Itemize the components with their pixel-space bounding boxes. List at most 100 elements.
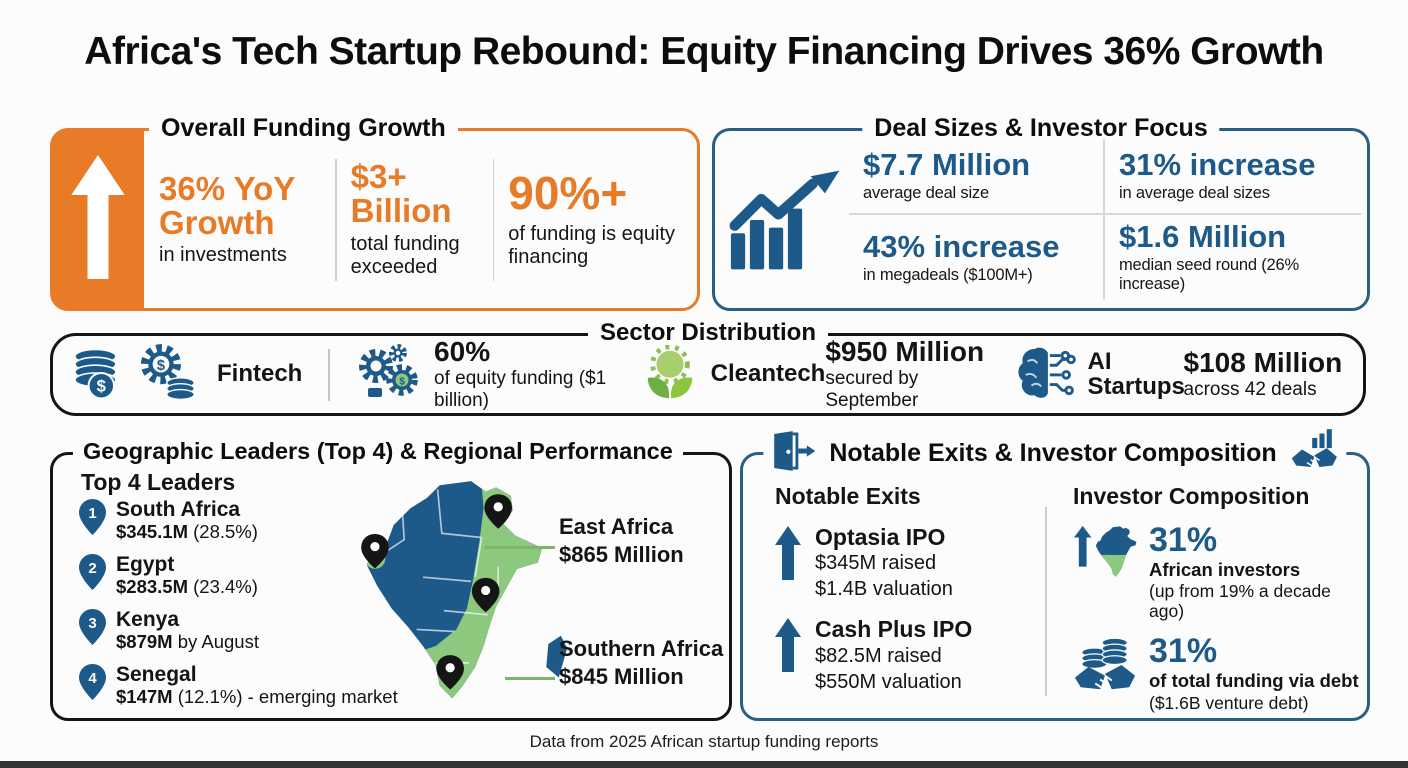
handshake-chart-icon <box>1291 427 1339 480</box>
stat-label: median seed round (26% increase) <box>1119 256 1299 293</box>
stat-yoy-growth: 36% YoY Growth in investments <box>145 169 335 268</box>
geographic-title: Geographic Leaders (Top 4) & Regional Pe… <box>73 439 683 464</box>
stat-value: $950 Million <box>825 335 985 367</box>
ipo-raised: $82.5M raised <box>815 644 942 667</box>
sector-fintech-stat: 60% of equity funding ($1 billion) <box>434 337 635 412</box>
cleantech-plant-icon <box>641 343 699 406</box>
sector-ai-stat: $108 Million across 42 deals <box>1183 346 1345 401</box>
ipo-raised: $345M raised <box>815 552 937 575</box>
ipo-valuation: $1.4B valuation <box>815 578 953 601</box>
stat-value: 36% YoY Growth <box>159 169 295 241</box>
svg-text:$: $ <box>399 377 405 388</box>
stat-equity-share: 90%+ of funding is equity financing <box>494 169 697 268</box>
leader-country: Egypt <box>116 553 175 576</box>
ipo-arrow-icon <box>775 617 801 678</box>
leader-note: (23.4%) <box>193 576 258 598</box>
door-exit-icon <box>771 427 816 480</box>
sector-cleantech-stat: $950 Million secured by September <box>825 335 1005 412</box>
divider <box>492 158 495 281</box>
leader-senegal: 4 Senegal $147M (12.1%) - emerging marke… <box>79 663 398 708</box>
stat-value: $3+ Billion <box>350 158 452 229</box>
investor-note: ($1.6B venture debt) <box>1149 692 1309 713</box>
growth-chart-icon <box>729 167 843 273</box>
stat-value: $1.6 Million <box>1119 219 1287 254</box>
east-africa-connector <box>485 546 555 549</box>
deal-stats-grid: $7.7 Million average deal size 31% incre… <box>849 139 1361 300</box>
leader-detail: $147M (12.1%) - emerging market <box>116 686 398 708</box>
map-pin-icon: 4 <box>79 664 106 705</box>
divider <box>328 348 331 401</box>
southern-africa-connector <box>505 677 555 680</box>
svg-text:$: $ <box>97 377 106 396</box>
investor-composition-heading: Investor Composition <box>1073 483 1310 509</box>
investor-note: (up from 19% a decade ago) <box>1149 581 1331 622</box>
leader-note: by August <box>177 631 259 653</box>
investor-african: 31% African investors (up from 19% a dec… <box>1073 523 1359 621</box>
stat-label: secured by September <box>825 367 919 411</box>
divider <box>1045 507 1047 696</box>
deal-sizes-card: Deal Sizes & Investor Focus $7.7 Million… <box>712 116 1370 311</box>
pin-number: 3 <box>88 615 96 632</box>
up-arrow-icon <box>69 155 127 284</box>
stat-label: across 42 deals <box>1183 378 1317 400</box>
leader-kenya: 3 Kenya $879M by August <box>79 608 259 653</box>
orange-panel <box>52 130 144 309</box>
investor-composition-column: Investor Composition 31% African investo… <box>1073 483 1359 713</box>
sector-row: $ $ Fintech <box>53 336 1363 413</box>
overall-funding-stats: 36% YoY Growth in investments $3+ Billio… <box>145 131 697 308</box>
geographic-card: Geographic Leaders (Top 4) & Regional Pe… <box>50 439 734 721</box>
leader-note: (28.5%) <box>193 521 258 543</box>
divider <box>334 158 337 281</box>
map-pin-icon: 2 <box>79 554 106 595</box>
ai-brain-icon <box>1014 344 1076 405</box>
data-source-footer: Data from 2025 African startup funding r… <box>529 732 879 751</box>
leader-detail: $879M by August <box>116 631 259 653</box>
leader-value: $283.5M <box>116 576 188 598</box>
stat-label: in average deal sizes <box>1119 184 1270 202</box>
stat-label: of funding is equity financing <box>508 222 676 268</box>
stat-value: $108 Million <box>1183 346 1343 378</box>
leader-value: $879M <box>116 631 173 653</box>
investor-label: of total funding via debt <box>1149 670 1359 692</box>
ipo-name: Cash Plus IPO <box>815 616 973 643</box>
region-value: $865 Million <box>559 541 684 567</box>
map-pin-icon: 3 <box>79 609 106 650</box>
notable-exits-heading: Notable Exits <box>775 483 921 509</box>
overall-funding-title: Overall Funding Growth <box>149 116 458 141</box>
stat-label: of equity funding ($1 billion) <box>434 367 607 411</box>
stat-seed-round: $1.6 Million median seed round (26% incr… <box>1105 215 1361 300</box>
leader-value: $147M <box>116 686 173 708</box>
leader-country: South Africa <box>116 498 241 521</box>
ipo-name: Optasia IPO <box>815 524 946 550</box>
leader-country: Senegal <box>116 663 197 686</box>
investor-debt: 31% of total funding via debt ($1.6B ven… <box>1073 632 1359 713</box>
investor-value: 31% <box>1149 632 1218 671</box>
sector-fintech-label: Fintech <box>217 360 303 388</box>
africa-investors-icon <box>1073 523 1137 588</box>
ipo-arrow-icon <box>775 525 801 586</box>
stat-label: in investments <box>159 244 287 267</box>
svg-text:$: $ <box>157 358 165 374</box>
leader-note: (12.1%) - emerging market <box>177 686 398 708</box>
deal-sizes-title: Deal Sizes & Investor Focus <box>862 116 1220 141</box>
stat-deal-increase: 31% increase in average deal sizes <box>1105 139 1361 215</box>
ipo-valuation: $550M valuation <box>815 670 962 693</box>
leader-egypt: 2 Egypt $283.5M (23.4%) <box>79 553 258 598</box>
fintech-coins-icon: $ $ <box>71 343 203 406</box>
stat-value: 31% increase <box>1119 147 1316 182</box>
pin-number: 2 <box>88 560 96 577</box>
map-location-pins <box>361 494 512 690</box>
stat-average-deal: $7.7 Million average deal size <box>849 139 1105 215</box>
sector-distribution-band: Sector Distribution $ $ <box>50 321 1366 416</box>
exits-title: Notable Exits & Investor Composition <box>829 439 1277 467</box>
ipo-cash-plus: Cash Plus IPO $82.5M raised $550M valuat… <box>775 616 1033 694</box>
leader-detail: $283.5M (23.4%) <box>116 576 258 598</box>
stat-value: $7.7 Million <box>863 147 1031 182</box>
region-southern-africa: Southern Africa $845 Million <box>559 635 734 690</box>
debt-coins-handshake-icon <box>1073 634 1137 699</box>
region-value: $845 Million <box>559 663 684 689</box>
sector-distribution-title: Sector Distribution <box>587 321 829 345</box>
notable-exits-column: Notable Exits Optasia IPO $345M raised $… <box>775 483 1033 695</box>
pin-number: 1 <box>88 505 96 522</box>
map-pin-icon: 1 <box>79 499 106 540</box>
